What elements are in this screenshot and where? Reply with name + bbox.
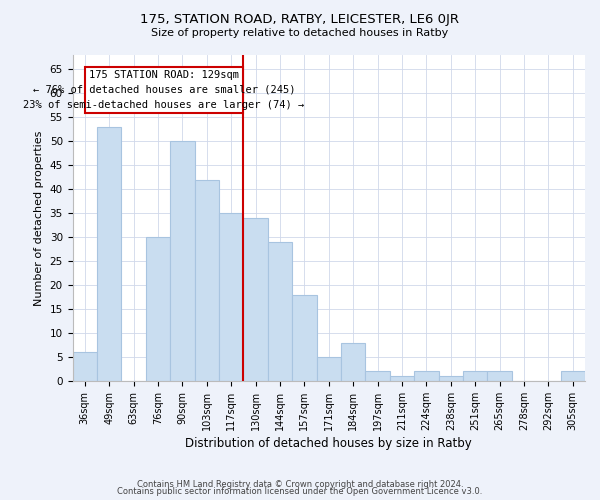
Bar [365, 372, 390, 381]
Text: 175 STATION ROAD: 129sqm
← 76% of detached houses are smaller (245)
23% of semi-: 175 STATION ROAD: 129sqm ← 76% of detach… [23, 70, 305, 110]
Text: Size of property relative to detached houses in Ratby: Size of property relative to detached ho… [151, 28, 449, 38]
Bar [268, 242, 292, 381]
Bar [97, 127, 121, 381]
Bar [487, 372, 512, 381]
Bar [317, 357, 341, 381]
Bar [73, 352, 97, 381]
Bar [341, 342, 365, 381]
Bar [219, 213, 244, 381]
FancyBboxPatch shape [85, 67, 244, 112]
Y-axis label: Number of detached properties: Number of detached properties [34, 130, 44, 306]
Bar [439, 376, 463, 381]
Text: Contains HM Land Registry data © Crown copyright and database right 2024.: Contains HM Land Registry data © Crown c… [137, 480, 463, 489]
Bar [560, 372, 585, 381]
Bar [170, 142, 194, 381]
Bar [414, 372, 439, 381]
Bar [390, 376, 414, 381]
Bar [463, 372, 487, 381]
Text: Contains public sector information licensed under the Open Government Licence v3: Contains public sector information licen… [118, 487, 482, 496]
Bar [146, 237, 170, 381]
Bar [244, 218, 268, 381]
X-axis label: Distribution of detached houses by size in Ratby: Distribution of detached houses by size … [185, 437, 472, 450]
Bar [194, 180, 219, 381]
Text: 175, STATION ROAD, RATBY, LEICESTER, LE6 0JR: 175, STATION ROAD, RATBY, LEICESTER, LE6… [140, 12, 460, 26]
Bar [292, 294, 317, 381]
